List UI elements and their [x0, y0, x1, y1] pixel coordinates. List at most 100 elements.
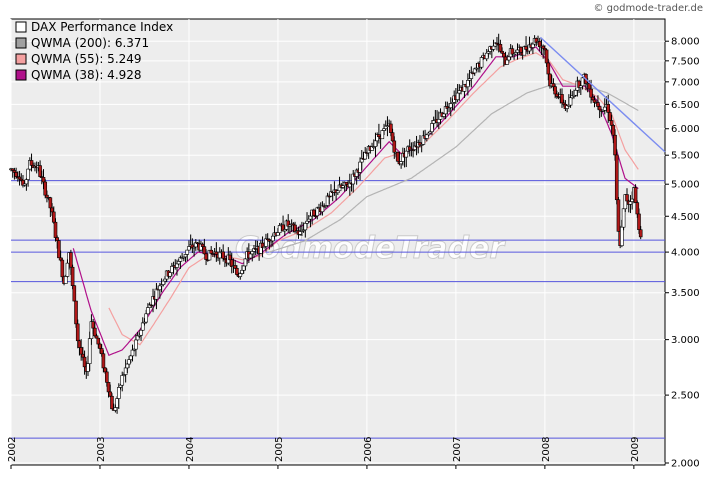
legend-label: QWMA (200): 6.371: [31, 36, 149, 50]
candle-body: [616, 199, 621, 232]
x-tick-label: 2009: [630, 437, 641, 462]
x-tick-label: 2006: [363, 437, 374, 462]
candle-body: [70, 266, 75, 286]
candle-body: [29, 160, 34, 166]
y-tick-label: 6.000: [671, 124, 700, 135]
x-axis: 2002 2003 2004 2005 2006 2007 2008 2009: [7, 437, 641, 469]
candle-body: [93, 327, 97, 337]
y-tick-label: 3.000: [671, 335, 700, 346]
y-tick-label: 5.500: [671, 151, 700, 162]
candle-body: [250, 251, 255, 255]
candle-body: [17, 176, 22, 180]
candle-body: [175, 263, 179, 268]
candle-body: [580, 77, 585, 87]
source-label: © godmode-trader.de: [594, 3, 704, 14]
candle-body: [38, 165, 42, 177]
candle-body: [79, 347, 83, 355]
candle-body: [113, 407, 118, 411]
x-tick-label: 2002: [7, 437, 18, 462]
candle-body: [590, 96, 595, 101]
candle-body: [240, 269, 244, 274]
candle-body: [436, 119, 441, 123]
candle-body: [58, 257, 63, 261]
candle-body: [110, 395, 114, 410]
candle-body: [637, 213, 641, 231]
candle-body: [613, 134, 617, 156]
qwma-55-line: [108, 52, 639, 346]
downtrend-line: [539, 36, 666, 153]
candle-body: [14, 172, 18, 177]
candle-body: [53, 221, 58, 238]
y-axis: 2.000 2.500 3.000 3.500 4.000 4.500 5.000 5.500…: [665, 37, 700, 470]
candle-body: [312, 209, 316, 216]
candle-body: [60, 259, 65, 278]
candle-body: [373, 140, 378, 147]
legend-swatch: [15, 21, 27, 33]
candle-body: [55, 237, 60, 241]
candle-body: [466, 80, 470, 88]
candle-body: [134, 339, 138, 350]
candle-body: [96, 337, 101, 345]
x-tick-label: 2007: [452, 437, 463, 462]
qwma-38-path: [72, 46, 639, 356]
candle-body: [221, 251, 225, 259]
candle-body: [602, 106, 607, 111]
candle-body: [200, 243, 205, 247]
candle-body: [77, 340, 82, 348]
candle-body: [123, 367, 128, 375]
candle-body: [305, 220, 309, 224]
candle-body: [608, 112, 612, 121]
candle-body: [308, 215, 313, 220]
candle-body: [298, 231, 302, 235]
legend-swatch: [15, 37, 27, 49]
candle-body: [87, 338, 92, 364]
candle-body: [597, 106, 602, 111]
candle-body: [75, 323, 80, 342]
candle-body: [158, 285, 162, 291]
x-tick-label: 2005: [274, 437, 285, 462]
candle-body: [235, 267, 239, 275]
candle-body: [168, 272, 172, 277]
candle-body: [625, 194, 629, 202]
candle-body: [380, 130, 385, 140]
y-tick-label: 2.000: [671, 459, 700, 470]
candle-body: [399, 161, 403, 165]
candle-body: [638, 229, 643, 238]
candle-body: [395, 151, 400, 162]
candle-body: [202, 246, 207, 255]
candle-body: [635, 202, 640, 215]
candle-body: [204, 253, 208, 260]
candle-body: [546, 62, 551, 75]
candle-body: [303, 222, 308, 231]
candle-body: [86, 363, 90, 372]
candle-body: [592, 99, 597, 103]
candle-body: [568, 97, 573, 106]
candle-body: [51, 211, 56, 223]
candle-body: [573, 90, 578, 96]
candle-body: [81, 353, 85, 358]
candle-body: [243, 258, 248, 267]
candle-body: [99, 348, 104, 355]
candle-body: [553, 86, 557, 95]
candle-body: [555, 93, 559, 97]
candle-body: [161, 280, 166, 285]
candle-body: [505, 59, 510, 65]
legend: DAX Performance Index QWMA (200): 6.371 QW…: [15, 20, 173, 82]
dax-candles: [9, 33, 643, 414]
candle-body: [609, 120, 614, 126]
candle-body: [425, 134, 429, 139]
candle-body: [140, 322, 145, 331]
candle-body: [621, 208, 626, 228]
candle-body: [233, 265, 237, 269]
candle-body: [45, 194, 49, 198]
candle-body: [614, 154, 619, 201]
x-tick-label: 2004: [185, 437, 196, 462]
candle-body: [344, 181, 349, 185]
x-tick-label: 2003: [96, 437, 107, 462]
candle-body: [611, 125, 616, 136]
candle-body: [491, 45, 496, 50]
candle-body: [154, 288, 159, 300]
candle-body: [103, 367, 107, 373]
candle-body: [392, 140, 397, 153]
y-tick-label: 7.000: [671, 77, 700, 88]
